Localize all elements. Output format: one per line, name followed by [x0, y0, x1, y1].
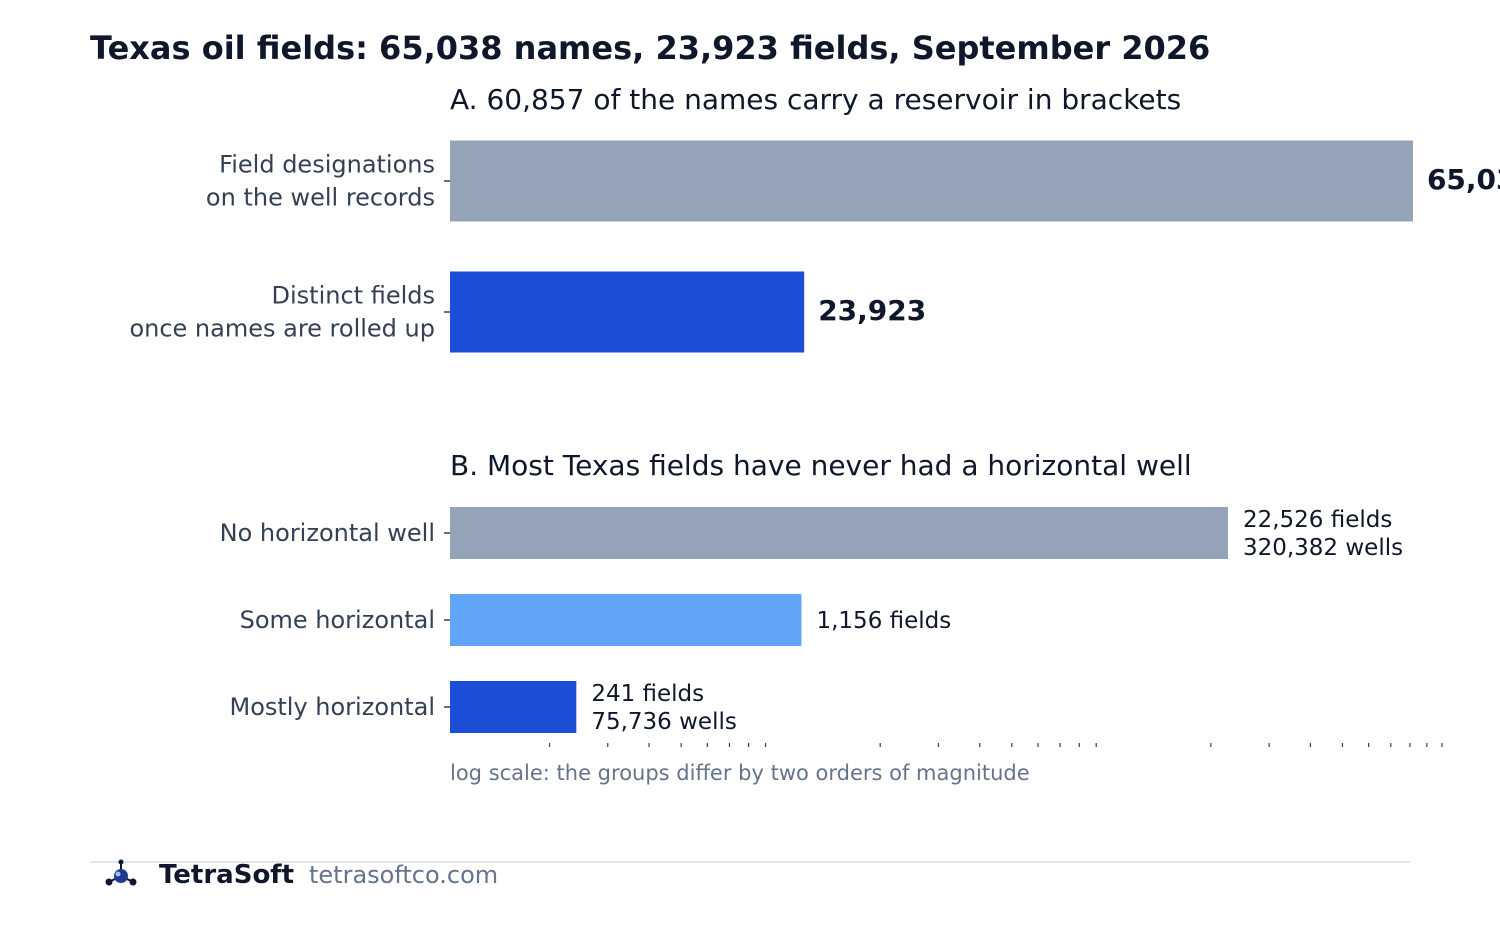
category-label-a-0-line: on the well records [206, 184, 435, 212]
category-label-b-1: Some horizontal [240, 606, 435, 634]
category-label-a-0: Field designations on the well records [206, 151, 435, 212]
category-label-b-0: No horizontal well [220, 519, 435, 547]
log-scale-note: log scale: the groups differ by two orde… [450, 761, 1030, 785]
tetrasoft-logo-icon [105, 859, 137, 886]
data-label-b-2: 241 fields 75,736 wells [591, 681, 737, 735]
category-label-a-0-line: Field designations [219, 151, 435, 179]
brand-name: TetraSoft [159, 860, 294, 890]
panel-b: B. Most Texas fields have never had a ho… [220, 449, 1443, 785]
data-label-a-0: 65,038 [1427, 163, 1500, 196]
bar-b-2 [450, 681, 577, 733]
category-label-b-2: Mostly horizontal [229, 693, 435, 721]
bar-a-0 [450, 140, 1413, 222]
data-label-b-0-line: 22,526 fields [1243, 507, 1392, 533]
data-label-b-1: 1,156 fields [816, 608, 951, 634]
category-label-b-0-line: No horizontal well [220, 519, 435, 547]
panel-b-title: B. Most Texas fields have never had a ho… [450, 449, 1192, 482]
data-label-b-2-line: 241 fields [591, 681, 704, 707]
category-label-b-2-line: Mostly horizontal [229, 693, 435, 721]
category-label-a-1-line: Distinct fields [272, 282, 435, 310]
data-label-a-0-line: 65,038 [1427, 163, 1500, 196]
brand-url: tetrasoftco.com [309, 861, 498, 889]
bar-b-0 [450, 507, 1228, 559]
data-label-b-0: 22,526 fields 320,382 wells [1243, 507, 1403, 561]
bar-b-1 [450, 594, 802, 646]
category-label-b-1-line: Some horizontal [240, 606, 435, 634]
data-label-b-0-line: 320,382 wells [1243, 535, 1403, 561]
panel-a: A. 60,857 of the names carry a reservoir… [129, 83, 1500, 353]
data-label-b-1-line: 1,156 fields [816, 608, 951, 634]
panel-a-title: A. 60,857 of the names carry a reservoir… [450, 83, 1181, 116]
data-label-a-1-line: 23,923 [818, 294, 926, 327]
chart-title: Texas oil fields: 65,038 names, 23,923 f… [90, 29, 1210, 67]
data-label-b-2-line: 75,736 wells [591, 709, 737, 735]
bar-a-1 [450, 271, 805, 353]
data-label-a-1: 23,923 [818, 294, 926, 327]
category-label-a-1-line: once names are rolled up [129, 315, 435, 343]
category-label-a-1: Distinct fields once names are rolled up [129, 282, 435, 343]
